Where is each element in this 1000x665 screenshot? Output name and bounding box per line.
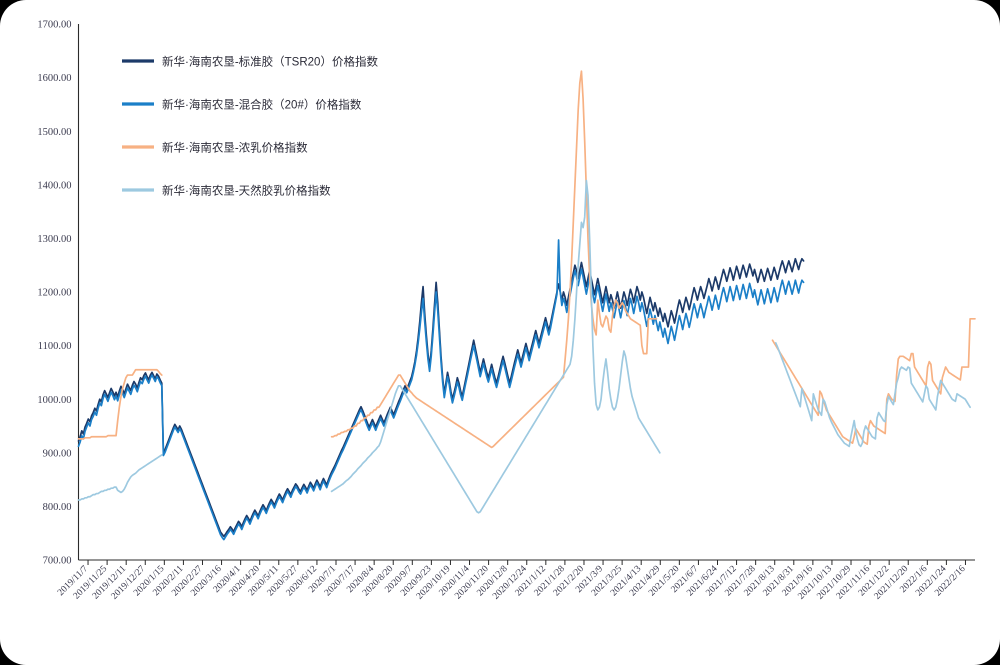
y-axis-tick-label: 1400.00 [37,180,71,191]
legend-label-1: 新华·海南农垦-标准胶（TSR20）价格指数 [162,55,378,69]
legend-label-2: 新华·海南农垦-混合胶（20#）价格指数 [162,98,362,112]
y-axis-tick-label: 1200.00 [37,288,71,299]
y-axis-tick-label: 1600.00 [37,73,71,84]
chart-legend: 新华·海南农垦-标准胶（TSR20）价格指数新华·海南农垦-混合胶（20#）价格… [122,55,378,198]
y-axis-tick-label: 1100.00 [38,341,72,352]
series-line-3 [771,317,976,446]
y-axis-tick-label: 700.00 [43,556,72,567]
y-axis-tick-label: 800.00 [43,502,72,513]
series-line-2 [77,239,805,541]
y-axis-tick-label: 1700.00 [37,20,71,31]
series-lines [77,70,976,541]
legend-label-3: 新华·海南农垦-浓乳价格指数 [162,141,308,155]
series-line-4 [774,342,971,448]
y-axis: 700.00 800.00 900.00 1000.00 1100.00 1200.00 1… [37,20,80,567]
series-line-3 [77,368,163,440]
x-axis: 2019/11/72019/11/252019/12/112019/12/272… [56,559,975,602]
legend-label-4: 新华·海南农垦-天然胶乳价格指数 [162,184,331,198]
series-line-4 [330,179,661,514]
series-line-1 [77,257,805,538]
y-axis-tick-label: 1300.00 [37,234,71,245]
y-axis-tick-label: 1500.00 [37,127,71,138]
series-line-4 [77,454,163,501]
y-axis-tick-label: 1000.00 [37,395,71,406]
y-axis-tick-label: 900.00 [43,448,72,459]
series-line-3 [330,70,658,449]
